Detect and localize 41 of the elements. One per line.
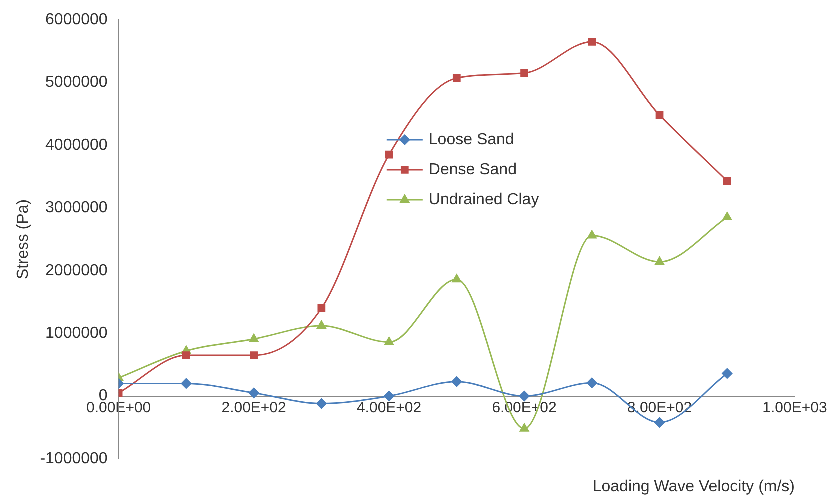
point <box>385 150 394 159</box>
point <box>656 111 664 120</box>
point <box>249 334 259 342</box>
point <box>588 230 597 239</box>
point <box>655 256 664 266</box>
point <box>722 212 732 221</box>
point <box>520 69 528 78</box>
x-tick-label: 4.00E+02 <box>356 399 422 416</box>
point <box>248 388 260 398</box>
point <box>318 304 326 312</box>
point <box>317 320 326 330</box>
point <box>384 391 395 402</box>
legend-label: Undrained Clay <box>428 191 540 208</box>
point <box>384 337 394 346</box>
point <box>519 391 530 402</box>
point <box>654 417 666 428</box>
point <box>586 378 598 388</box>
point <box>182 352 190 360</box>
x-tick-label: 1.00E+03 <box>762 399 828 416</box>
y-tick-label: 1000000 <box>46 324 108 342</box>
point <box>723 177 732 186</box>
point <box>452 74 461 82</box>
y-axis-title: Stress (Pa) <box>15 199 32 280</box>
y-tick-label: 4000000 <box>46 136 108 154</box>
point <box>722 368 733 379</box>
x-axis-title: Loading Wave Velocity (m/s) <box>592 478 795 496</box>
point <box>250 352 258 360</box>
point <box>316 398 327 410</box>
point <box>520 424 530 432</box>
y-tick-label: 6000000 <box>46 11 108 28</box>
y-tick-label: 3000000 <box>46 200 108 217</box>
x-tick-label: 2.00E+02 <box>222 399 286 416</box>
legend-label: Loose Sand <box>428 131 514 148</box>
point <box>181 378 192 389</box>
y-tick-label: 2000000 <box>46 262 108 280</box>
point <box>452 376 462 388</box>
point <box>588 38 596 46</box>
legend-label: Dense Sand <box>428 161 517 178</box>
y-tick-label: -1000000 <box>40 450 108 468</box>
point <box>452 274 462 283</box>
y-tick-label: 5000000 <box>46 74 108 92</box>
